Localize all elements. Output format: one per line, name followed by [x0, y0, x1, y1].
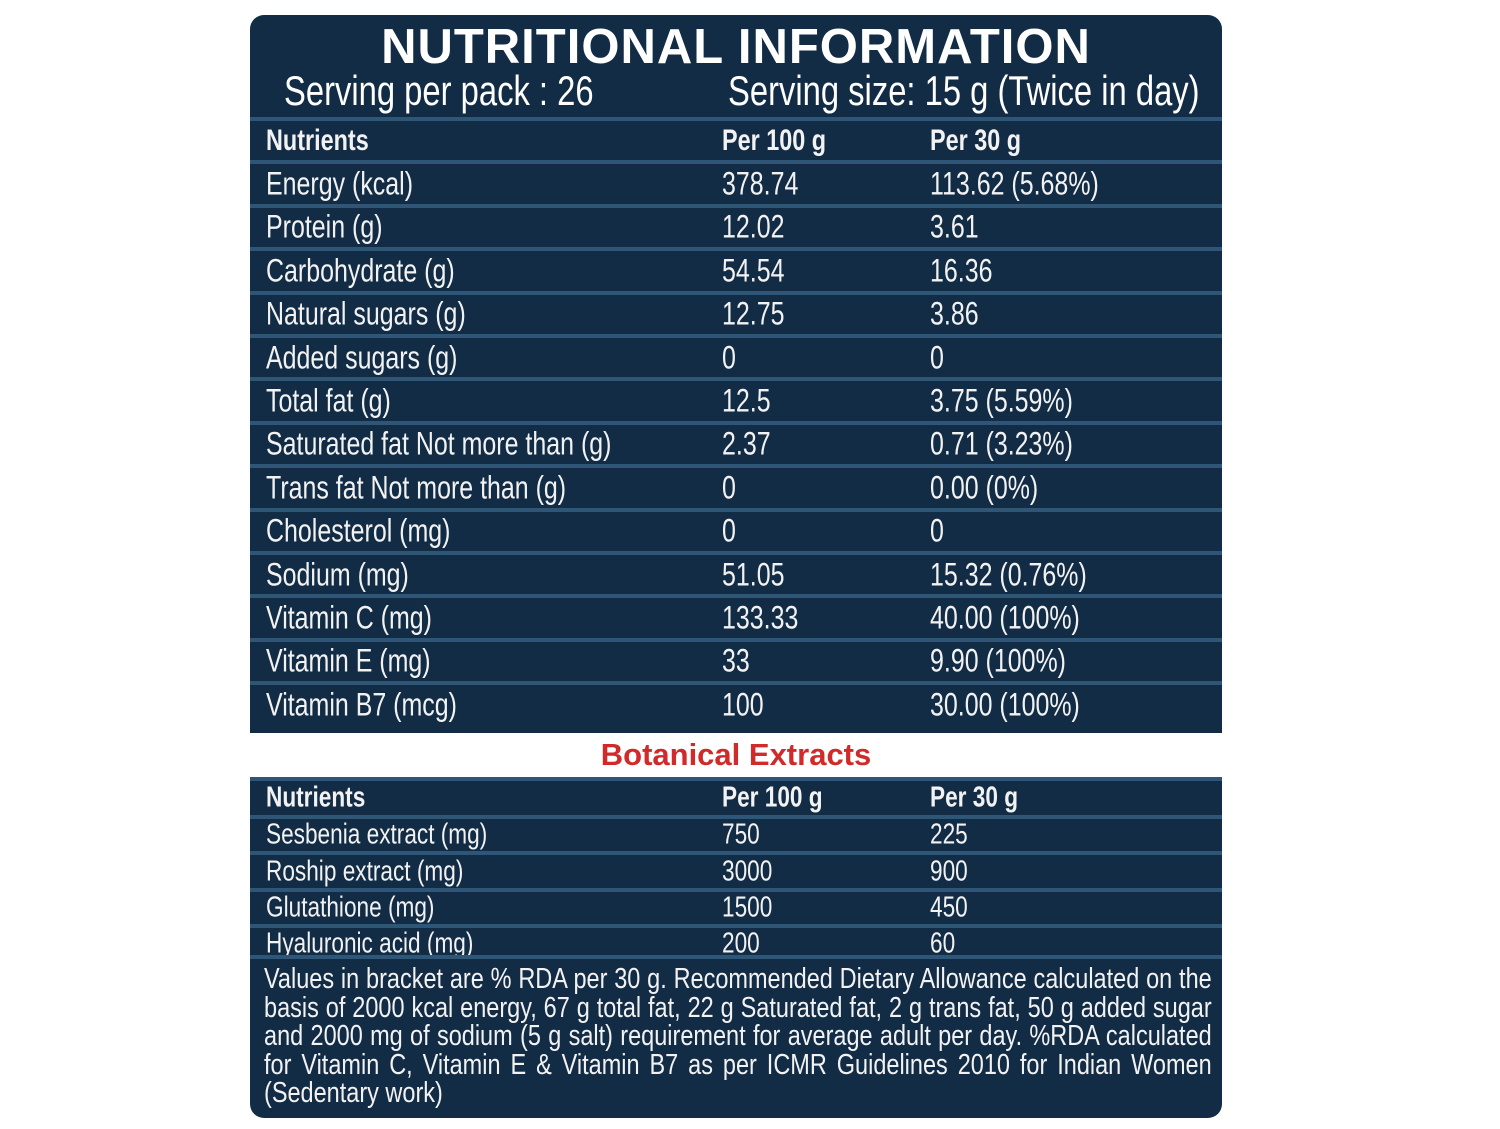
- per-100g-value: Per 100 g: [722, 781, 823, 814]
- per-30g-value: 3.75 (5.59%): [930, 382, 1073, 419]
- nutrient-name: Carbohydrate (g): [266, 252, 455, 289]
- table-header-row: Nutrients Per 100 g Per 30 g: [250, 777, 1222, 815]
- per-30g-value: 16.36: [930, 252, 993, 289]
- table-header-row: Nutrients Per 100 g Per 30 g: [250, 117, 1222, 160]
- per-30g-value: 30.00 (100%): [930, 686, 1080, 723]
- nutrient-name: Trans fat Not more than (g): [266, 469, 567, 506]
- nutrient-name: Nutrients: [266, 781, 366, 814]
- per-100g-value: 0: [722, 512, 736, 549]
- nutrient-name: Saturated fat Not more than (g): [266, 425, 612, 462]
- per-100g-value: 0: [722, 469, 736, 506]
- nutrient-name: Roship extract (mg): [266, 855, 464, 888]
- botanical-extracts-heading: Botanical Extracts: [250, 733, 1222, 777]
- table-row: Roship extract (mg) 3000 900: [250, 851, 1222, 887]
- nutrient-name: Added sugars (g): [266, 339, 458, 376]
- nutrient-name: Hyaluronic acid (mg): [266, 927, 474, 960]
- nutrient-name: Energy (kcal): [266, 165, 414, 202]
- nutrient-name: Cholesterol (mg): [266, 512, 451, 549]
- nutrition-panel: NUTRITIONAL INFORMATION Serving per pack…: [250, 15, 1222, 1118]
- per-100g-value: 100: [722, 686, 764, 723]
- per-30g-value: 0.71 (3.23%): [930, 425, 1073, 462]
- table-row: Total fat (g) 12.5 3.75 (5.59%): [250, 377, 1222, 420]
- per-30g-value: 15.32 (0.76%): [930, 556, 1087, 593]
- table-row: Cholesterol (mg) 0 0: [250, 507, 1222, 551]
- table-row: Saturated fat Not more than (g) 2.37 0.71 …: [250, 420, 1222, 464]
- per-100g-value: 200: [722, 927, 760, 960]
- table-row: Natural sugars (g) 12.75 3.86: [250, 290, 1222, 334]
- per-100g-value: 12.02: [722, 208, 785, 245]
- table-row: Vitamin E (mg) 33 9.90 (100%): [250, 637, 1222, 681]
- table-row: Energy (kcal) 378.74 113.62 (5.68%): [250, 160, 1222, 203]
- per-100g-value: 51.05: [722, 556, 785, 593]
- nutrient-name: Sodium (mg): [266, 556, 409, 593]
- nutrient-name: Vitamin B7 (mcg): [266, 686, 457, 723]
- table-row: Carbohydrate (g) 54.54 16.36: [250, 247, 1222, 290]
- per-30g-value: 225: [930, 818, 968, 851]
- nutrient-name: Protein (g): [266, 208, 383, 245]
- per-30g-value: 900: [930, 855, 968, 888]
- table-row: Sodium (mg) 51.05 15.32 (0.76%): [250, 551, 1222, 594]
- serving-size: Serving size: 15 g (Twice in day): [728, 67, 1200, 114]
- per-30g-value: 0: [930, 339, 944, 376]
- label-title: NUTRITIONAL INFORMATION: [381, 20, 1091, 74]
- per-30g-value: 450: [930, 891, 968, 924]
- per-30g-value: Per 30 g: [930, 781, 1019, 814]
- nutrient-name: Vitamin E (mg): [266, 642, 431, 679]
- nutrient-name: Nutrients: [266, 123, 369, 157]
- per-100g-value: 0: [722, 339, 736, 376]
- nutrient-name: Glutathione (mg): [266, 891, 435, 924]
- per-100g-value: 54.54: [722, 252, 785, 289]
- per-100g-value: 33: [722, 642, 750, 679]
- per-100g-value: 378.74: [722, 165, 799, 202]
- nutrient-name: Total fat (g): [266, 382, 391, 419]
- per-30g-value: 40.00 (100%): [930, 599, 1080, 636]
- per-100g-value: 12.5: [722, 382, 771, 419]
- table-row: Sesbenia extract (mg) 750 225: [250, 815, 1222, 851]
- per-30g-value: 9.90 (100%): [930, 642, 1066, 679]
- per-30g-value: 3.86: [930, 295, 979, 332]
- per-100g-value: Per 100 g: [722, 123, 827, 157]
- per-100g-value: 750: [722, 818, 760, 851]
- per-30g-value: 113.62 (5.68%): [930, 165, 1099, 202]
- per-100g-value: 133.33: [722, 599, 799, 636]
- table-row: Trans fat Not more than (g) 0 0.00 (0%): [250, 464, 1222, 507]
- table-row: Added sugars (g) 0 0: [250, 334, 1222, 377]
- per-30g-value: Per 30 g: [930, 123, 1022, 157]
- per-100g-value: 3000: [722, 855, 773, 888]
- per-100g-value: 12.75: [722, 295, 785, 332]
- nutrient-name: Sesbenia extract (mg): [266, 818, 488, 851]
- table-row: Glutathione (mg) 1500 450: [250, 887, 1222, 924]
- divider: [250, 955, 1222, 959]
- per-100g-value: 1500: [722, 891, 773, 924]
- table-row: Vitamin C (mg) 133.33 40.00 (100%): [250, 594, 1222, 637]
- table-row: Protein (g) 12.02 3.61: [250, 203, 1222, 247]
- serving-per-pack: Serving per pack : 26: [284, 67, 594, 114]
- per-100g-value: 2.37: [722, 425, 771, 462]
- per-30g-value: 0.00 (0%): [930, 469, 1039, 506]
- per-30g-value: 0: [930, 512, 944, 549]
- table-row: Vitamin B7 (mcg) 100 30.00 (100%): [250, 681, 1222, 724]
- nutrient-name: Vitamin C (mg): [266, 599, 432, 636]
- footnote: Values in bracket are % RDA per 30 g. Re…: [264, 963, 1212, 1110]
- per-30g-value: 3.61: [930, 208, 979, 245]
- nutrient-name: Natural sugars (g): [266, 295, 466, 332]
- table-row: Hyaluronic acid (mg) 200 60: [250, 924, 1222, 960]
- per-30g-value: 60: [930, 927, 956, 960]
